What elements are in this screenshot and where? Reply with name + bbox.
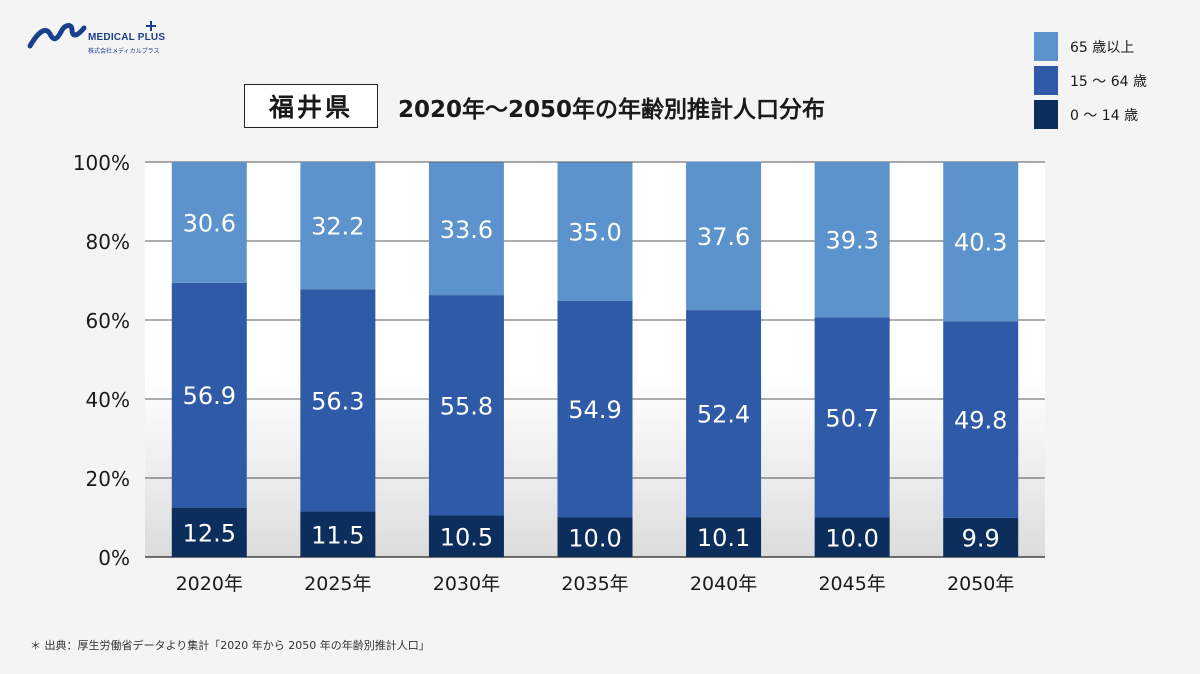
x-tick-label: 2045年 — [818, 573, 885, 595]
bar-segment — [686, 517, 762, 557]
bar-segment — [428, 162, 504, 296]
x-tick-label: 2040年 — [690, 573, 757, 595]
data-label: 32.2 — [311, 213, 364, 241]
bar-segment — [300, 289, 376, 512]
legend-label: 0 〜 14 歳 — [1070, 107, 1139, 124]
bar-segment — [428, 295, 504, 516]
bar-segment — [300, 511, 376, 557]
legend-swatch — [1034, 32, 1058, 61]
data-label: 10.0 — [825, 524, 878, 552]
bar-segment — [943, 162, 1019, 322]
y-tick-label: 40% — [86, 388, 130, 412]
bar-segment — [943, 517, 1019, 557]
x-tick-label: 2035年 — [561, 573, 628, 595]
y-tick-label: 60% — [86, 309, 130, 333]
data-label: 50.7 — [825, 404, 878, 432]
x-tick-label: 2050年 — [947, 573, 1014, 595]
bar-segment — [300, 162, 376, 290]
y-tick-label: 0% — [98, 546, 130, 570]
y-tick-label: 80% — [86, 230, 130, 254]
bar-segment — [814, 517, 890, 557]
x-tick-label: 2030年 — [433, 573, 500, 595]
data-label: 54.9 — [568, 396, 621, 424]
bar-segment — [428, 515, 504, 557]
y-tick-label: 20% — [86, 467, 130, 491]
data-label: 40.3 — [954, 229, 1007, 257]
data-label: 55.8 — [440, 392, 493, 420]
data-label: 39.3 — [825, 227, 878, 255]
legend-swatch — [1034, 100, 1058, 129]
bar-segment — [686, 310, 762, 518]
legend-item: 0 〜 14 歳 — [1034, 100, 1147, 129]
legend-swatch — [1034, 66, 1058, 95]
bar-segment — [814, 162, 890, 318]
data-label: 12.5 — [183, 519, 236, 547]
data-label: 10.1 — [697, 524, 750, 552]
source-footnote: ＊ 出典：厚生労働省データより集計「2020 年から 2050 年の年齢別推計人… — [30, 639, 430, 652]
data-label: 56.3 — [311, 387, 364, 415]
brand-name: MEDICAL PLUS — [88, 32, 166, 43]
bar-segment — [171, 507, 247, 557]
data-label: 10.5 — [440, 523, 493, 551]
bar-segment — [943, 321, 1019, 518]
legend-item: 15 〜 64 歳 — [1034, 66, 1147, 95]
bar-segment — [557, 300, 633, 518]
bar-segment — [171, 282, 247, 508]
data-label: 9.9 — [962, 524, 1000, 552]
x-tick-label: 2025年 — [304, 573, 371, 595]
data-label: 33.6 — [440, 216, 493, 244]
bar-segment — [171, 162, 247, 283]
bar-segment — [814, 317, 890, 518]
brand-subtitle: 株式会社メディカルプラス — [88, 49, 160, 55]
bar-segment — [557, 162, 633, 301]
legend-label: 15 〜 64 歳 — [1070, 73, 1147, 90]
data-label: 11.5 — [311, 521, 364, 549]
x-tick-label: 2020年 — [176, 573, 243, 595]
data-label: 56.9 — [183, 382, 236, 410]
data-label: 30.6 — [183, 209, 236, 237]
legend-label: 65 歳以上 — [1070, 39, 1135, 56]
chart-title: 2020年〜2050年の年齢別推計人口分布 — [398, 97, 826, 123]
y-tick-label: 100% — [73, 151, 130, 175]
data-label: 37.6 — [697, 223, 750, 251]
legend-item: 65 歳以上 — [1034, 32, 1147, 61]
prefecture-label: 福井県 — [244, 84, 378, 128]
bar-segment — [557, 517, 633, 557]
medical-plus-logo — [27, 21, 156, 49]
bar-segment — [686, 161, 762, 311]
chart-legend: 65 歳以上 15 〜 64 歳 0 〜 14 歳 — [1034, 32, 1147, 134]
data-label: 49.8 — [954, 407, 1007, 435]
data-label: 10.0 — [568, 524, 621, 552]
data-label: 52.4 — [697, 401, 750, 429]
data-label: 35.0 — [568, 219, 621, 247]
